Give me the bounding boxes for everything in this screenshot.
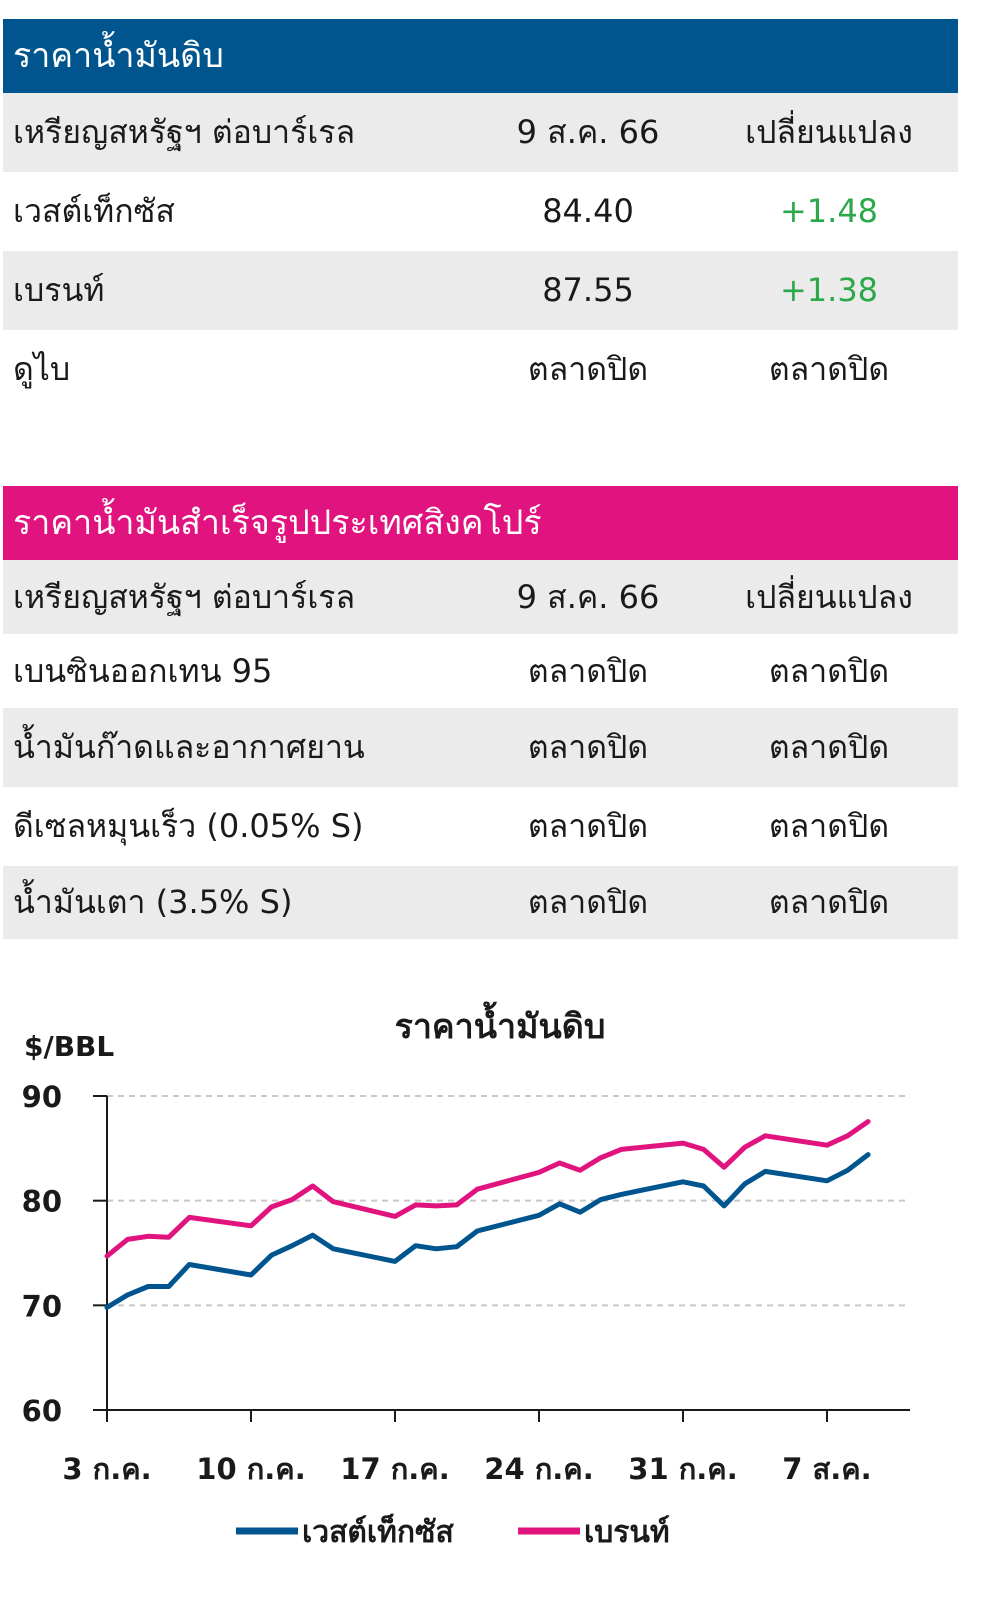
x-tick-label: 7 ส.ค. [782,1452,871,1486]
crude-oil-price-chart: ราคาน้ำมันดิบ $/BBL 60 70 80 90 3 ก.ค. 10 ก.ค… [22,1001,910,1550]
table-header-row: เหรียญสหรัฐฯ ต่อบาร์เรล 9 ส.ค. 66 เปลี่ย… [3,560,958,634]
crude-oil-table: ราคาน้ำมันดิบ เหรียญสหรัฐฯ ต่อบาร์เรล 9 … [3,19,958,409]
change-label: เปลี่ยนแปลง [745,578,913,616]
row-change: ตลาดปิด [768,883,890,921]
x-tick-label: 17 ก.ค. [340,1452,449,1486]
y-axis-unit: $/BBL [24,1030,114,1063]
legend-label: เบรนท์ [584,1515,670,1550]
legend-label: เวสต์เท็กซัส [302,1513,454,1550]
row-change: +1.48 [779,192,879,230]
row-price: 87.55 [542,271,634,309]
row-change: ตลาดปิด [768,728,890,766]
unit-label: เหรียญสหรัฐฯ ต่อบาร์เรล [13,113,356,151]
row-change: ตลาดปิด [768,807,890,845]
row-price: ตลาดปิด [527,807,649,845]
series-line-brent [104,1119,871,1259]
table-row: เบนซินออกเทน 95 ตลาดปิด ตลาดปิด [3,634,958,708]
row-name: ดีเซลหมุนเร็ว (0.05% S) [13,807,364,845]
row-price: ตลาดปิด [527,350,649,388]
row-name: เบนซินออกเทน 95 [13,652,273,690]
date-label: 9 ส.ค. 66 [516,578,660,616]
table-row: น้ำมันก๊าดและอากาศยาน ตลาดปิด ตลาดปิด [3,708,958,787]
date-label: 9 ส.ค. 66 [516,113,660,151]
row-change: +1.38 [779,271,879,309]
unit-label: เหรียญสหรัฐฯ ต่อบาร์เรล [13,578,356,616]
y-tick-label: 90 [22,1080,62,1114]
row-price: ตลาดปิด [527,652,649,690]
row-name: ดูไบ [13,350,71,388]
row-price: ตลาดปิด [527,728,649,766]
table-row: เบรนท์ 87.55 +1.38 [3,251,958,330]
crude-oil-title: ราคาน้ำมันดิบ [3,19,958,93]
y-tick-label: 80 [22,1185,62,1219]
row-price: 84.40 [542,192,634,230]
singapore-table: ราคาน้ำมันสำเร็จรูปประเทศสิงคโปร์ เหรียญ… [3,486,958,939]
row-name: เวสต์เท็กซัส [13,192,175,230]
table-row: ดีเซลหมุนเร็ว (0.05% S) ตลาดปิด ตลาดปิด [3,787,958,866]
x-tick-label: 24 ก.ค. [484,1452,593,1486]
row-name: น้ำมันก๊าดและอากาศยาน [13,728,365,766]
table-row: ดูไบ ตลาดปิด ตลาดปิด [3,330,958,409]
plot-area: 60 70 80 90 3 ก.ค. 10 ก.ค. 17 ก.ค. 24 ก.ค. 31 ก.… [22,1080,910,1550]
y-tick-label: 60 [22,1394,62,1428]
y-tick-label: 70 [22,1289,62,1323]
x-tick-label: 10 ก.ค. [196,1452,305,1486]
table-header-row: เหรียญสหรัฐฯ ต่อบาร์เรล 9 ส.ค. 66 เปลี่ย… [3,93,958,172]
chart-title: ราคาน้ำมันดิบ [395,1001,606,1047]
row-change: ตลาดปิด [768,350,890,388]
x-tick-label: 3 ก.ค. [62,1452,151,1486]
series-line-wti [104,1152,871,1310]
row-name: เบรนท์ [13,271,105,309]
change-label: เปลี่ยนแปลง [745,113,913,151]
row-price: ตลาดปิด [527,883,649,921]
table-row: เวสต์เท็กซัส 84.40 +1.48 [3,172,958,251]
singapore-title: ราคาน้ำมันสำเร็จรูปประเทศสิงคโปร์ [3,486,958,560]
table-row: น้ำมันเตา (3.5% S) ตลาดปิด ตลาดปิด [3,866,958,939]
row-change: ตลาดปิด [768,652,890,690]
x-tick-label: 31 ก.ค. [628,1452,737,1486]
row-name: น้ำมันเตา (3.5% S) [13,883,293,921]
